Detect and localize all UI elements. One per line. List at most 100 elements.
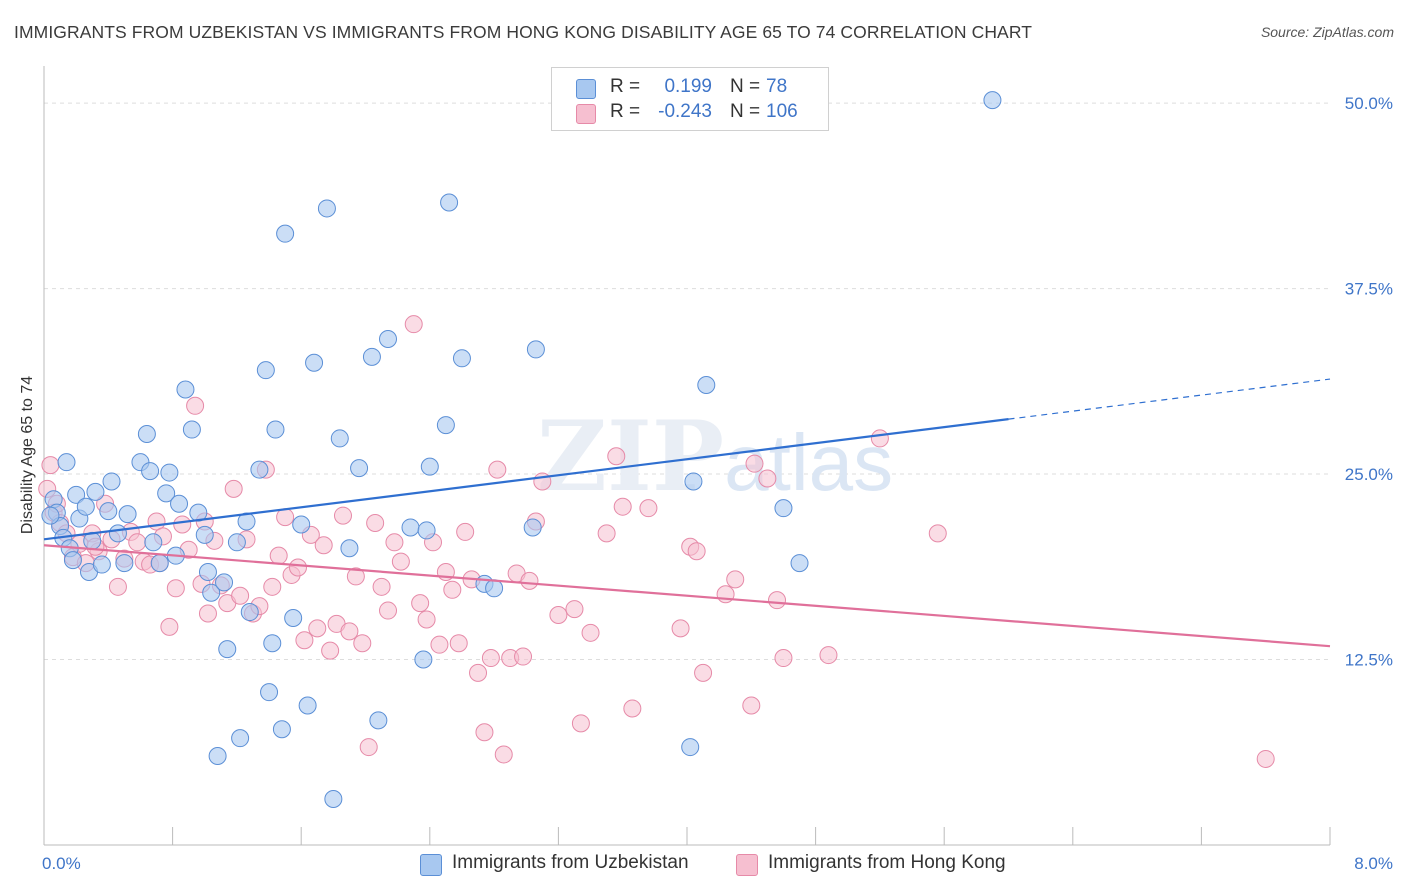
- legend-r-value: -0.243: [658, 101, 712, 122]
- uzbekistan-point: [774, 499, 793, 518]
- uzbekistan-point: [182, 420, 201, 439]
- legend-r-label: R =: [610, 76, 641, 97]
- hong-kong-point: [456, 522, 475, 541]
- uzbekistan-point: [272, 720, 291, 739]
- hong-kong-point: [449, 634, 468, 653]
- hong-kong-point: [379, 601, 398, 620]
- uzbekistan-point: [240, 603, 259, 622]
- uzbekistan-point: [485, 579, 504, 598]
- hong-kong-point: [549, 606, 568, 625]
- uzbekistan-point: [317, 199, 336, 218]
- legend-n-label: N =: [730, 76, 761, 97]
- hong-kong-point: [430, 635, 449, 654]
- uzbekistan-point: [218, 640, 237, 659]
- uzbekistan-point: [350, 459, 369, 478]
- uzbekistan-point: [99, 502, 118, 521]
- hong-kong-point: [385, 533, 404, 552]
- uzbekistan-point: [208, 746, 227, 765]
- hong-kong-point: [819, 646, 838, 665]
- hong-kong-point: [314, 536, 333, 555]
- uzbekistan-point: [118, 505, 137, 524]
- hong-kong-point: [295, 631, 314, 650]
- hong-kong-point: [231, 586, 250, 605]
- hong-kong-point: [758, 469, 777, 488]
- hong-kong-point: [108, 577, 127, 596]
- legend-n-value: 78: [766, 76, 788, 97]
- uzbekistan-point: [369, 711, 388, 730]
- hong-kong-point: [671, 619, 690, 638]
- hong-kong-point: [494, 745, 513, 764]
- hong-kong-point: [639, 499, 658, 518]
- uzbekistan-point: [57, 453, 76, 472]
- x-tick-labels: 0.0% 8.0%: [42, 854, 1393, 873]
- uzbekistan-point: [681, 738, 700, 757]
- uzbekistan-point: [298, 696, 317, 715]
- uzbekistan-point: [340, 539, 359, 558]
- legend-n-label: N =: [730, 101, 761, 122]
- hong-kong-point: [359, 738, 378, 757]
- uzbekistan-point: [452, 349, 471, 368]
- hong-kong-point: [224, 479, 243, 498]
- uzbekistan-point: [231, 729, 250, 748]
- hong-kong-point: [372, 577, 391, 596]
- uzbekistan-point: [157, 484, 176, 503]
- uzbekistan-point: [86, 482, 105, 501]
- hong-kong-point: [928, 524, 947, 543]
- legend-row-uzbekistan: R = 0.199 N = 78: [552, 76, 828, 102]
- uzbekistan-point: [684, 472, 703, 491]
- uzbekistan-point: [436, 416, 455, 435]
- uzbekistan-point: [115, 554, 134, 573]
- uzbekistan-point: [523, 518, 542, 537]
- y-tick-label: 12.5%: [1345, 651, 1393, 670]
- uzbekistan-point: [202, 583, 221, 602]
- legend-n-value: 106: [766, 101, 798, 122]
- source-label: Source: ZipAtlas.com: [1260, 24, 1394, 40]
- bottom-legend-label: Immigrants from Uzbekistan: [452, 852, 689, 873]
- hong-kong-point: [514, 647, 533, 666]
- uzbekistan-point: [141, 462, 160, 481]
- hong-kong-point: [597, 524, 616, 543]
- uzbekistan-point: [137, 424, 156, 443]
- hong-kong-point: [565, 600, 584, 619]
- hong-kong-point: [366, 514, 385, 533]
- hong-kong-point: [186, 396, 205, 415]
- hong-kong-point: [417, 610, 436, 629]
- uzbekistan-point: [76, 497, 95, 516]
- hong-kong-point: [481, 649, 500, 668]
- uzbekistan-point: [401, 518, 420, 537]
- legend-swatch-blue: [576, 79, 596, 99]
- hong-kong-point: [520, 571, 539, 590]
- uzbekistan-trend-line: [43, 418, 1009, 541]
- hong-kong-point: [745, 454, 764, 473]
- uzbekistan-point: [276, 224, 295, 243]
- uzbekistan-point: [63, 551, 82, 570]
- hong-kong-point: [488, 460, 507, 479]
- hong-kong-point: [687, 542, 706, 561]
- uzbekistan-point: [263, 634, 282, 653]
- legend-swatch-pink: [576, 104, 596, 124]
- bottom-legend-swatch-blue: [420, 854, 442, 876]
- axes: [43, 66, 1331, 846]
- hong-kong-point: [308, 619, 327, 638]
- uzbekistan-point: [256, 361, 275, 380]
- hong-kong-point: [768, 591, 787, 610]
- y-tick-label: 50.0%: [1345, 94, 1393, 113]
- uzbekistan-point: [362, 347, 381, 366]
- hong-kong-point: [391, 552, 410, 571]
- uzbekistan-points: [41, 91, 1002, 809]
- uzbekistan-point: [697, 376, 716, 395]
- hong-kong-point: [607, 447, 626, 466]
- hong-kong-point: [469, 663, 488, 682]
- legend-r-value: 0.199: [664, 76, 712, 97]
- hong-kong-point: [333, 506, 352, 525]
- hong-kong-point: [160, 617, 179, 636]
- uzbekistan-point: [284, 608, 303, 627]
- uzbekistan-point: [330, 429, 349, 448]
- hong-kong-point: [340, 622, 359, 641]
- y-tick-label: 37.5%: [1345, 280, 1393, 299]
- uzbekistan-point: [67, 485, 86, 504]
- hong-kong-point: [353, 634, 372, 653]
- uzbekistan-point: [176, 380, 195, 399]
- hong-kong-point: [870, 429, 889, 448]
- uzbekistan-point: [150, 554, 169, 573]
